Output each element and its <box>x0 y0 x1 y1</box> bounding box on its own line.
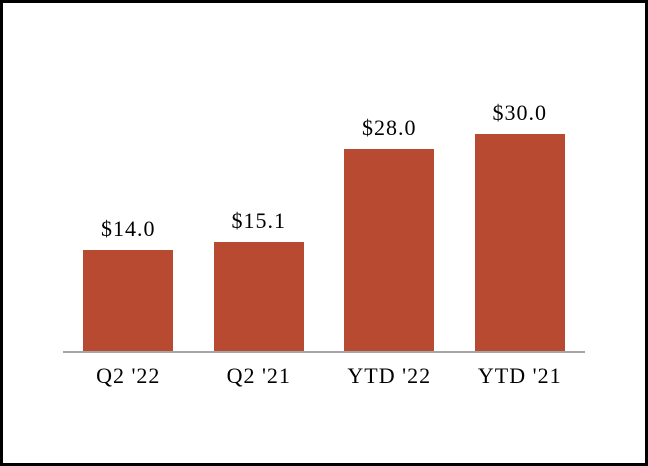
bar <box>213 242 304 351</box>
bar <box>474 134 565 351</box>
x-axis-line <box>63 351 585 353</box>
bar-column: $15.1 <box>194 91 325 351</box>
x-axis-category-label: Q2 '22 <box>96 363 161 388</box>
bar-value-label: $14.0 <box>101 216 156 241</box>
bar-column: $28.0 <box>324 91 455 351</box>
x-axis-category-labels: Q2 '22 Q2 '21 YTD '22 YTD '21 <box>63 363 585 395</box>
x-axis-category-label: Q2 '21 <box>226 363 291 388</box>
bar-column: $30.0 <box>455 91 586 351</box>
bar-value-label: $28.0 <box>362 115 417 140</box>
bar <box>83 250 174 351</box>
bar-value-label: $30.0 <box>492 100 547 125</box>
bar-value-label: $15.1 <box>231 208 286 233</box>
x-axis-category-label: YTD '22 <box>347 363 432 388</box>
bar-column: $14.0 <box>63 91 194 351</box>
plot-area: $14.0 $15.1 $28.0 $30.0 <box>63 91 585 351</box>
bar <box>344 149 435 351</box>
x-axis-category-label: YTD '21 <box>477 363 562 388</box>
